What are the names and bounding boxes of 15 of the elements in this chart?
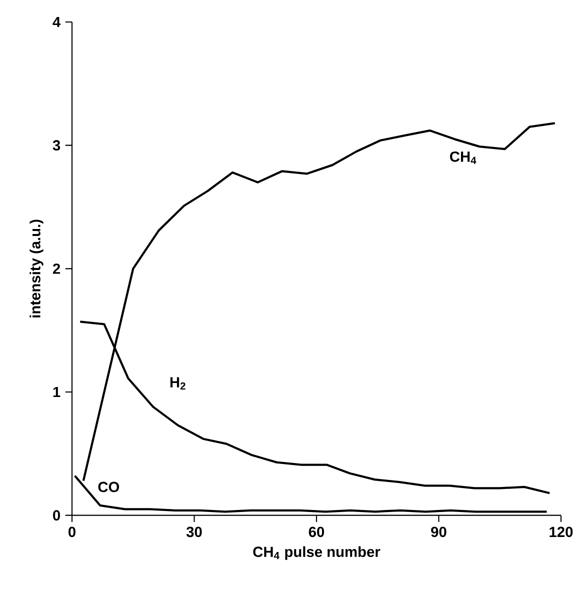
y-tick-label: 4	[52, 16, 61, 28]
series-label: CO	[98, 482, 120, 492]
y-tick-label: 1	[53, 386, 60, 398]
x-axis-title: CH$_{4}$ pulse number	[253, 546, 380, 560]
series-label: H$_{2}$	[170, 377, 186, 390]
y-tick-label: 3	[52, 140, 60, 151]
y-tick-label: 2	[52, 264, 60, 274]
x-tick-label: 60	[308, 526, 324, 538]
y-tick-label: 0	[53, 510, 60, 521]
series-label: CH$_{4}$	[450, 151, 476, 164]
x-tick-label: 120	[550, 526, 573, 538]
x-tick-label: 90	[431, 526, 446, 538]
x-tick-label: 30	[186, 526, 202, 538]
x-tick-label: 0	[68, 526, 76, 538]
y-axis-title: intensity (a.u.)	[30, 220, 44, 318]
